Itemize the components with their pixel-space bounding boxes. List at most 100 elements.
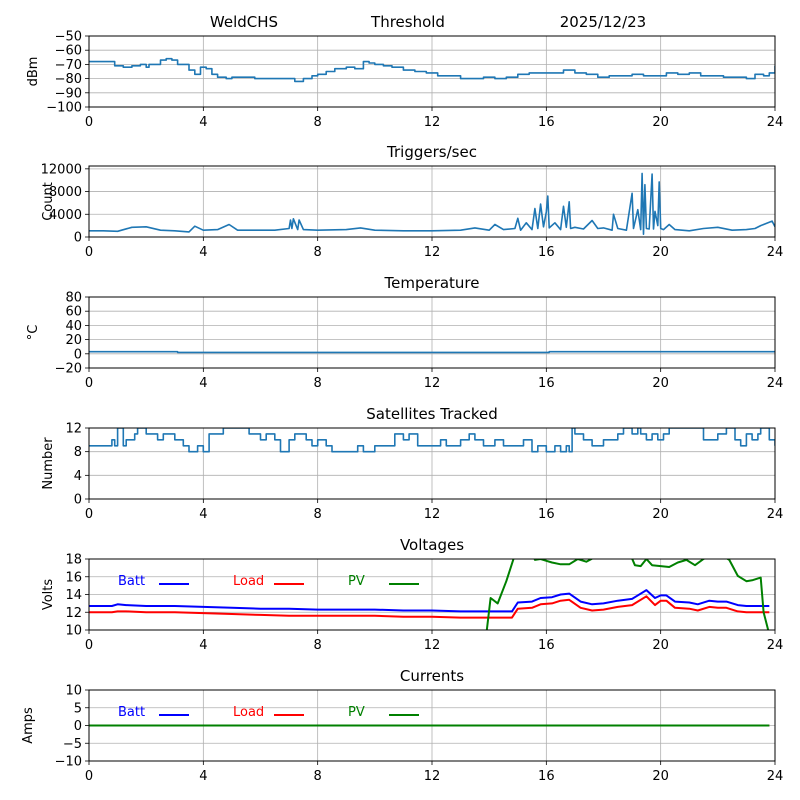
x-tick-label: 8 [314,638,322,653]
x-tick-label: 4 [199,769,207,784]
series-group [89,172,775,235]
chart-voltages: 0 4 8 12 16 20 24 10 12 14 16 18 Voltages Volts Batt Lo… [41,536,783,653]
x-tick-label: 20 [652,115,669,130]
x-tick-label: 24 [767,376,784,391]
x-tick-label: 12 [424,245,441,260]
legend: Batt Load PV [118,574,419,589]
x-tick-label: 16 [538,115,555,130]
series-line-satellites [89,428,775,453]
y-tick-label: 12000 [41,162,82,177]
y-tick-label: 0 [74,719,82,734]
x-tick-label: 20 [652,245,669,260]
x-tick-label: 24 [767,507,784,522]
legend-label-load: Load [233,705,264,720]
x-tick-label: 20 [652,769,669,784]
chart-triggers-sec: 0 4 8 12 16 20 24 0 4000 8000 12000 Triggers/sec Cou… [41,143,784,260]
y-tick-label: 4 [74,469,82,484]
x-tick-label: 0 [85,507,93,522]
y-tick-label: −10 [55,755,82,770]
y-tick-label: 14 [65,588,82,603]
series-line-temperature [89,350,775,354]
chart-satellites-tracked: 0 4 8 12 16 20 24 0 4 8 12 Satellites Tracked Number [41,405,783,522]
x-tick-label: 16 [538,638,555,653]
x-tick-label: 16 [538,376,555,391]
x-tick-label: 8 [314,507,322,522]
chart-title: Currents [400,667,464,685]
x-tick-label: 4 [199,245,207,260]
y-tick-label: 8000 [49,185,82,200]
x-tick-label: 0 [85,638,93,653]
y-tick-label: 4000 [49,208,82,223]
y-tick-label: 18 [65,553,82,568]
x-tick-label: 12 [424,115,441,130]
legend-label-pv: PV [348,574,365,589]
series-group [89,428,775,453]
x-tick-label: 8 [314,245,322,260]
header-station: WeldCHS [210,13,278,31]
series-group [89,350,775,354]
series-line-load [89,595,770,619]
x-tick-label: 24 [767,638,784,653]
y-tick-label: −100 [46,101,82,116]
y-tick-label: −20 [55,362,82,377]
series-line-signal [89,57,775,83]
y-axis-label: dBm [26,57,41,87]
series-group [89,57,775,83]
x-tick-label: 12 [424,507,441,522]
y-tick-label: 20 [65,333,82,348]
y-tick-label: 0 [74,231,82,246]
x-tick-label: 4 [199,638,207,653]
series-line-batt [89,589,770,613]
header-mode: Threshold [370,13,445,31]
x-tick-label: 0 [85,115,93,130]
x-tick-label: 24 [767,245,784,260]
y-tick-label: 0 [74,347,82,362]
y-tick-label: 0 [74,493,82,508]
series-line-triggers [89,172,775,235]
legend: Batt Load PV [118,705,419,720]
y-tick-label: 8 [74,445,82,460]
chart-title: Voltages [400,536,464,554]
y-tick-label: 12 [65,606,82,621]
chart-currents: 0 4 8 12 16 20 24 −10 −5 0 5 10 Currents Amps Batt Load… [21,667,783,784]
x-tick-label: 0 [85,769,93,784]
y-tick-label: −90 [55,86,82,101]
y-tick-label: 60 [65,305,82,320]
y-tick-label: 10 [65,684,82,699]
series-group [89,559,770,630]
x-tick-label: 16 [538,507,555,522]
y-tick-label: 10 [65,624,82,639]
chart-title: Satellites Tracked [366,405,497,423]
x-tick-label: 24 [767,115,784,130]
chart-title: Temperature [383,274,479,292]
legend-label-load: Load [233,574,264,589]
x-tick-label: 12 [424,638,441,653]
y-tick-label: −80 [55,72,82,87]
x-tick-label: 8 [314,376,322,391]
y-axis-label: Number [41,437,56,490]
y-tick-label: 5 [74,701,82,716]
y-tick-label: −70 [55,58,82,73]
y-tick-label: 12 [65,422,82,437]
x-tick-label: 16 [538,769,555,784]
x-tick-label: 20 [652,638,669,653]
chart-dbm: 0 4 8 12 16 20 24 −100−90−80−70−60−50 dBm [26,30,783,131]
y-axis-label: Count [41,182,56,221]
chart-title: Triggers/sec [386,143,477,161]
header-date: 2025/12/23 [560,13,646,31]
y-tick-label: −5 [63,737,82,752]
x-tick-label: 4 [199,115,207,130]
x-tick-label: 8 [314,115,322,130]
y-tick-label: 40 [65,319,82,334]
y-tick-label: 16 [65,570,82,585]
legend-label-batt: Batt [118,574,145,589]
x-tick-label: 8 [314,769,322,784]
y-tick-label: −50 [55,30,82,45]
y-tick-label: 80 [65,291,82,306]
legend-label-pv: PV [348,705,365,720]
x-tick-label: 4 [199,376,207,391]
x-tick-label: 0 [85,376,93,391]
